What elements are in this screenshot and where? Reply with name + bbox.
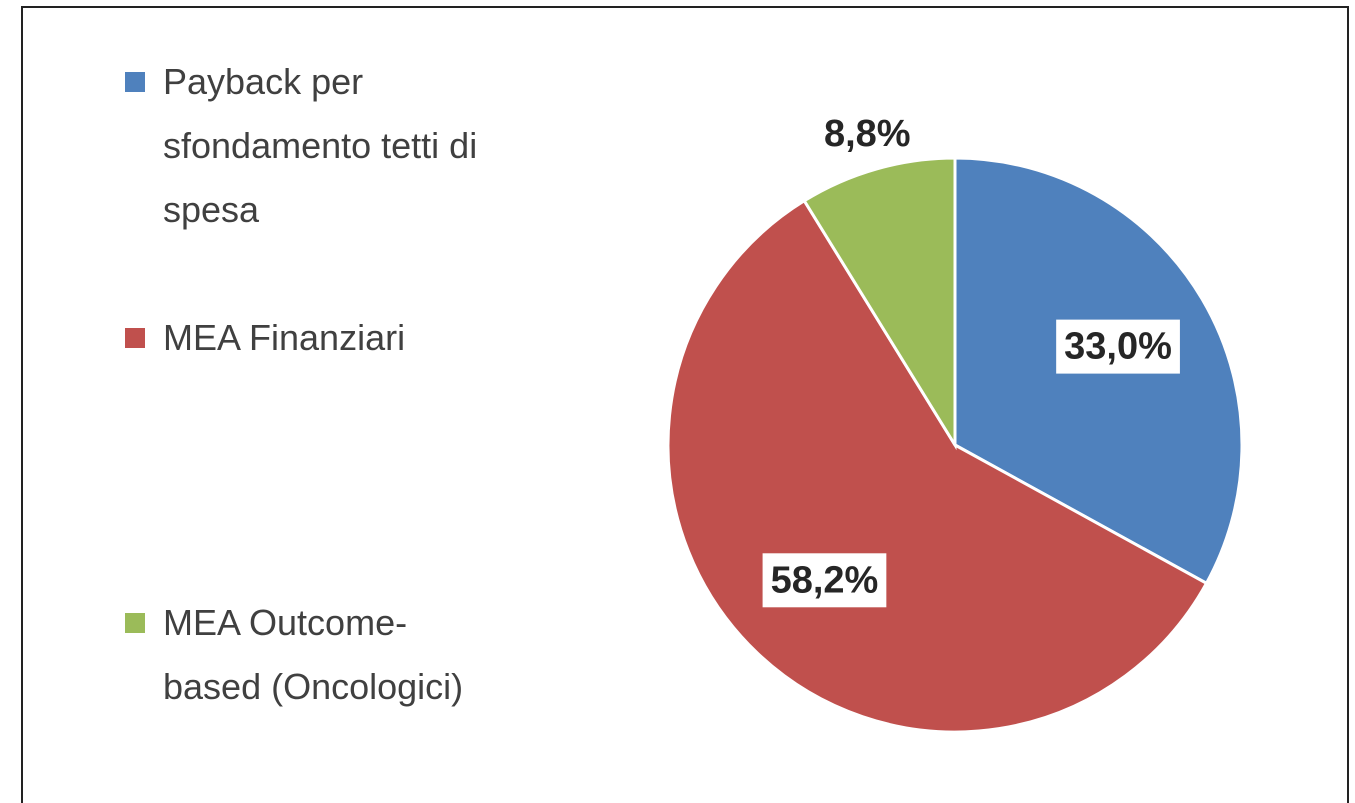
data-label-box: [762, 553, 887, 608]
legend-label: Payback per sfondamento tetti di spesa: [163, 61, 478, 230]
data-label: 58,2%: [771, 559, 879, 601]
pie-slice: [802, 156, 957, 451]
chart-border: [21, 6, 1349, 803]
legend-swatch: [125, 328, 145, 348]
legend-swatch: [125, 613, 145, 633]
data-label: 8,8%: [824, 113, 911, 155]
legend-swatch: [125, 72, 145, 92]
legend-label: MEA Finanziari: [163, 317, 406, 358]
legend-label: MEA Outcome-based (Oncologici): [163, 602, 464, 707]
data-label-box: [1056, 319, 1180, 374]
data-label: 33,0%: [1064, 326, 1172, 368]
